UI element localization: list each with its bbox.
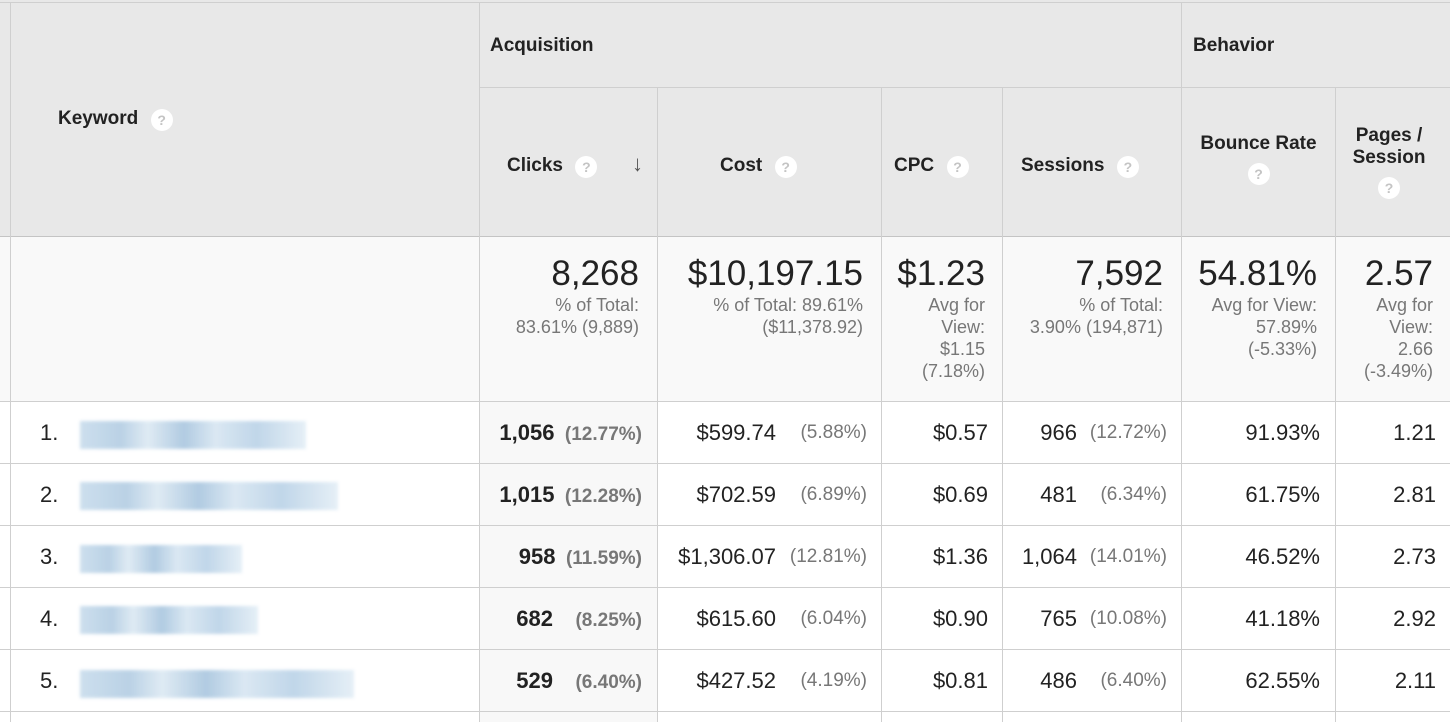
cost-value: $615.60 bbox=[696, 606, 776, 631]
cost-value: $702.59 bbox=[696, 482, 776, 507]
totals-sessions: 7,592 % of Total: 3.90% (194,871) bbox=[1003, 254, 1163, 338]
cpc-header-label: CPC bbox=[894, 155, 935, 176]
help-icon[interactable]: ? bbox=[575, 155, 598, 178]
bounce-rate-value: 41.18% bbox=[1245, 606, 1320, 631]
bounce-rate-header-label: Bounce Rate bbox=[1200, 133, 1317, 154]
bounce-rate-value: 62.55% bbox=[1245, 668, 1320, 693]
total-value: $10,197.15 bbox=[687, 254, 863, 293]
row-index: 3. bbox=[40, 544, 59, 569]
bounce-rate-column-header[interactable]: Bounce Rate ? bbox=[1182, 133, 1335, 185]
pages-session-value: 2.73 bbox=[1393, 544, 1436, 569]
clicks-value: 682 bbox=[516, 606, 554, 631]
total-value: $1.23 bbox=[897, 254, 985, 293]
pages-session-header-label-line1: Pages / bbox=[1355, 125, 1423, 146]
cost-percent: (6.04%) bbox=[800, 608, 867, 629]
sessions-value: 1,064 bbox=[1021, 544, 1077, 569]
sort-descending-icon[interactable]: ↓ bbox=[632, 151, 643, 176]
pages-session-value: 1.21 bbox=[1393, 420, 1436, 445]
behavior-group-header: Behavior bbox=[1193, 35, 1275, 56]
clicks-header-label: Clicks bbox=[507, 155, 563, 176]
clicks-percent: (6.40%) bbox=[575, 672, 642, 693]
totals-cpc: $1.23 Avg for View: $1.15 (7.18%) bbox=[882, 254, 985, 382]
help-icon[interactable]: ? bbox=[946, 155, 969, 178]
help-icon[interactable]: ? bbox=[774, 155, 797, 178]
bounce-rate-value: 61.75% bbox=[1245, 482, 1320, 507]
cpc-value: $0.69 bbox=[932, 482, 988, 507]
totals-clicks: 8,268 % of Total: 83.61% (9,889) bbox=[480, 254, 639, 338]
acquisition-group-header: Acquisition bbox=[490, 35, 594, 56]
cost-percent: (4.19%) bbox=[800, 670, 867, 691]
cpc-value: $0.57 bbox=[932, 420, 988, 445]
help-icon[interactable]: ? bbox=[150, 108, 173, 131]
cost-percent: (12.81%) bbox=[789, 546, 867, 567]
keyword-link[interactable] bbox=[80, 482, 338, 510]
help-icon[interactable]: ? bbox=[1116, 155, 1139, 178]
cost-value: $427.52 bbox=[696, 668, 776, 693]
row-index: 2. bbox=[40, 482, 59, 507]
cost-column-header[interactable]: Cost ? bbox=[720, 155, 797, 178]
total-value: 8,268 bbox=[551, 254, 639, 293]
clicks-percent: (11.59%) bbox=[565, 548, 642, 569]
clicks-column-shade bbox=[479, 401, 657, 722]
cost-value: $599.74 bbox=[696, 420, 776, 445]
clicks-percent: (12.77%) bbox=[564, 424, 642, 445]
keyword-link[interactable] bbox=[80, 670, 354, 698]
sessions-value: 486 bbox=[1040, 668, 1077, 693]
bounce-rate-value: 46.52% bbox=[1245, 544, 1320, 569]
cost-percent: (6.89%) bbox=[800, 484, 867, 505]
keyword-link[interactable] bbox=[80, 606, 258, 634]
pages-session-value: 2.92 bbox=[1393, 606, 1436, 631]
keyword-link[interactable] bbox=[80, 545, 242, 573]
clicks-value: 529 bbox=[516, 668, 554, 693]
keyword-column-header[interactable]: Keyword ? bbox=[58, 108, 173, 131]
sessions-percent: (6.34%) bbox=[1100, 484, 1167, 505]
row-index: 5. bbox=[40, 668, 59, 693]
cpc-value: $0.90 bbox=[932, 606, 988, 631]
sessions-value: 966 bbox=[1040, 420, 1077, 445]
keyword-link[interactable] bbox=[80, 421, 306, 449]
sessions-percent: (10.08%) bbox=[1089, 608, 1167, 629]
sessions-percent: (12.72%) bbox=[1089, 422, 1167, 443]
total-value: 7,592 bbox=[1075, 254, 1163, 293]
total-value: 2.57 bbox=[1364, 254, 1433, 293]
cost-percent: (5.88%) bbox=[800, 422, 867, 443]
cost-header-label: Cost bbox=[720, 155, 763, 176]
totals-row-background bbox=[0, 237, 1450, 401]
pages-session-value: 2.81 bbox=[1393, 482, 1436, 507]
total-value: 54.81% bbox=[1198, 254, 1317, 293]
sessions-value: 765 bbox=[1040, 606, 1077, 631]
clicks-percent: (8.25%) bbox=[575, 610, 642, 631]
pages-session-column-header[interactable]: Pages / Session ? bbox=[1336, 125, 1442, 199]
pages-session-value: 2.11 bbox=[1394, 668, 1436, 693]
cpc-column-header[interactable]: CPC ? bbox=[894, 155, 969, 178]
clicks-value: 958 bbox=[518, 544, 556, 569]
row-index: 1. bbox=[40, 420, 59, 445]
table-header bbox=[0, 0, 1450, 237]
totals-cost: $10,197.15 % of Total: 89.61% ($11,378.9… bbox=[658, 254, 863, 338]
clicks-percent: (12.28%) bbox=[564, 486, 642, 507]
help-icon[interactable]: ? bbox=[1378, 177, 1400, 199]
totals-pages-session: 2.57 Avg for View: 2.66 (-3.49%) bbox=[1336, 254, 1433, 382]
clicks-column-header[interactable]: Clicks ? ↓ bbox=[507, 151, 657, 178]
clicks-value: 1,056 bbox=[499, 420, 555, 445]
cpc-value: $0.81 bbox=[932, 668, 988, 693]
keyword-header-label: Keyword bbox=[58, 108, 139, 129]
row-index: 4. bbox=[40, 606, 59, 631]
clicks-value: 1,015 bbox=[499, 482, 555, 507]
sessions-header-label: Sessions bbox=[1021, 155, 1105, 176]
sessions-value: 481 bbox=[1040, 482, 1077, 507]
bounce-rate-value: 91.93% bbox=[1245, 420, 1320, 445]
totals-bounce-rate: 54.81% Avg for View: 57.89% (-5.33%) bbox=[1182, 254, 1317, 360]
sessions-percent: (14.01%) bbox=[1089, 546, 1167, 567]
cpc-value: $1.36 bbox=[932, 544, 988, 569]
sessions-percent: (6.40%) bbox=[1100, 670, 1167, 691]
sessions-column-header[interactable]: Sessions ? bbox=[1021, 155, 1139, 178]
help-icon[interactable]: ? bbox=[1247, 163, 1270, 185]
pages-session-header-label-line2: Session bbox=[1352, 147, 1426, 168]
cost-value: $1,306.07 bbox=[678, 544, 776, 569]
